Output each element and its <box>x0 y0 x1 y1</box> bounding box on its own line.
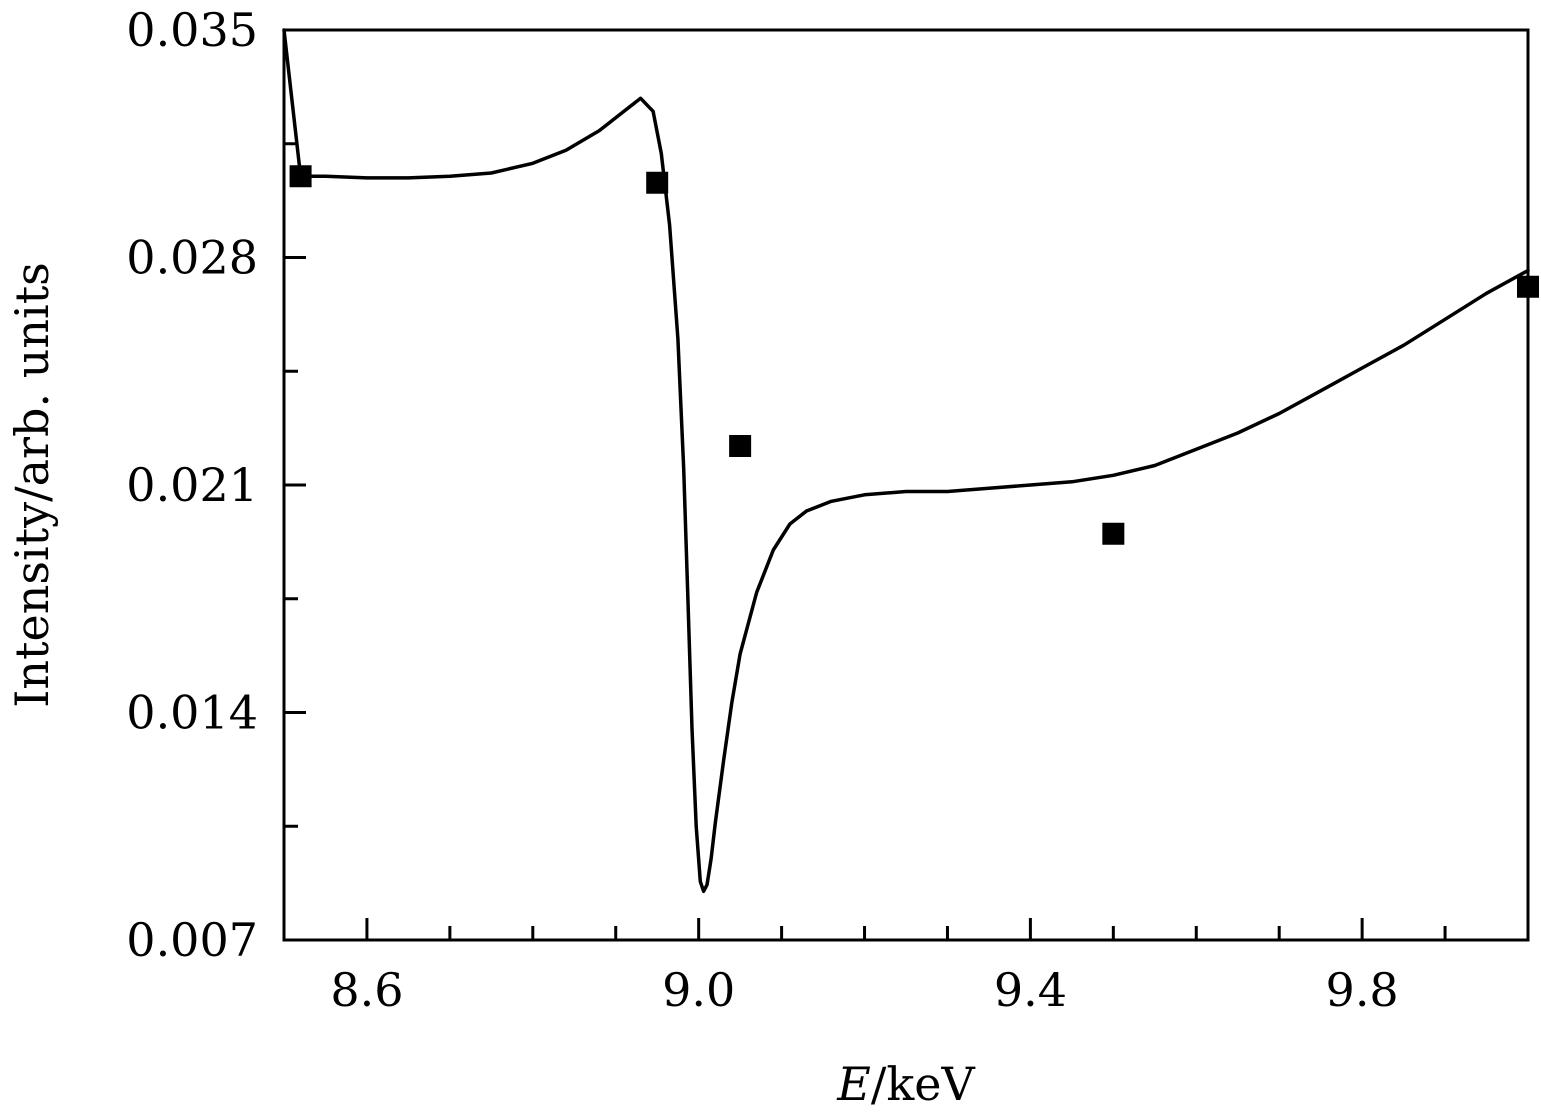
y-tick-label: 0.035 <box>126 3 258 57</box>
y-tick-label: 0.028 <box>126 231 258 285</box>
x-axis-title: E/keV <box>836 1057 975 1111</box>
data-point-marker <box>646 171 669 194</box>
data-point-marker <box>729 435 752 457</box>
plot-frame <box>282 28 1530 942</box>
data-line <box>282 28 1530 894</box>
y-tick-label: 0.007 <box>126 913 258 967</box>
x-axis-ticks: 8.6 9.0 9.4 9.8 <box>282 918 1530 1017</box>
data-point-marker <box>289 165 312 188</box>
x-tick-label: 8.6 <box>330 963 403 1017</box>
y-tick-label: 0.014 <box>126 686 258 740</box>
y-axis-title: Intensity/arb. units <box>5 262 59 708</box>
y-tick-label: 0.021 <box>126 458 258 512</box>
data-marker-series <box>289 165 1539 545</box>
x-tick-label: 9.8 <box>1326 963 1399 1017</box>
data-point-marker <box>1102 522 1125 545</box>
x-tick-label: 9.4 <box>994 963 1067 1017</box>
data-point-marker <box>1517 275 1539 298</box>
data-line-series <box>282 28 1530 894</box>
y-axis-ticks: 0.007 0.014 0.021 0.028 0.035 <box>126 3 306 967</box>
x-tick-label: 9.0 <box>662 963 735 1017</box>
